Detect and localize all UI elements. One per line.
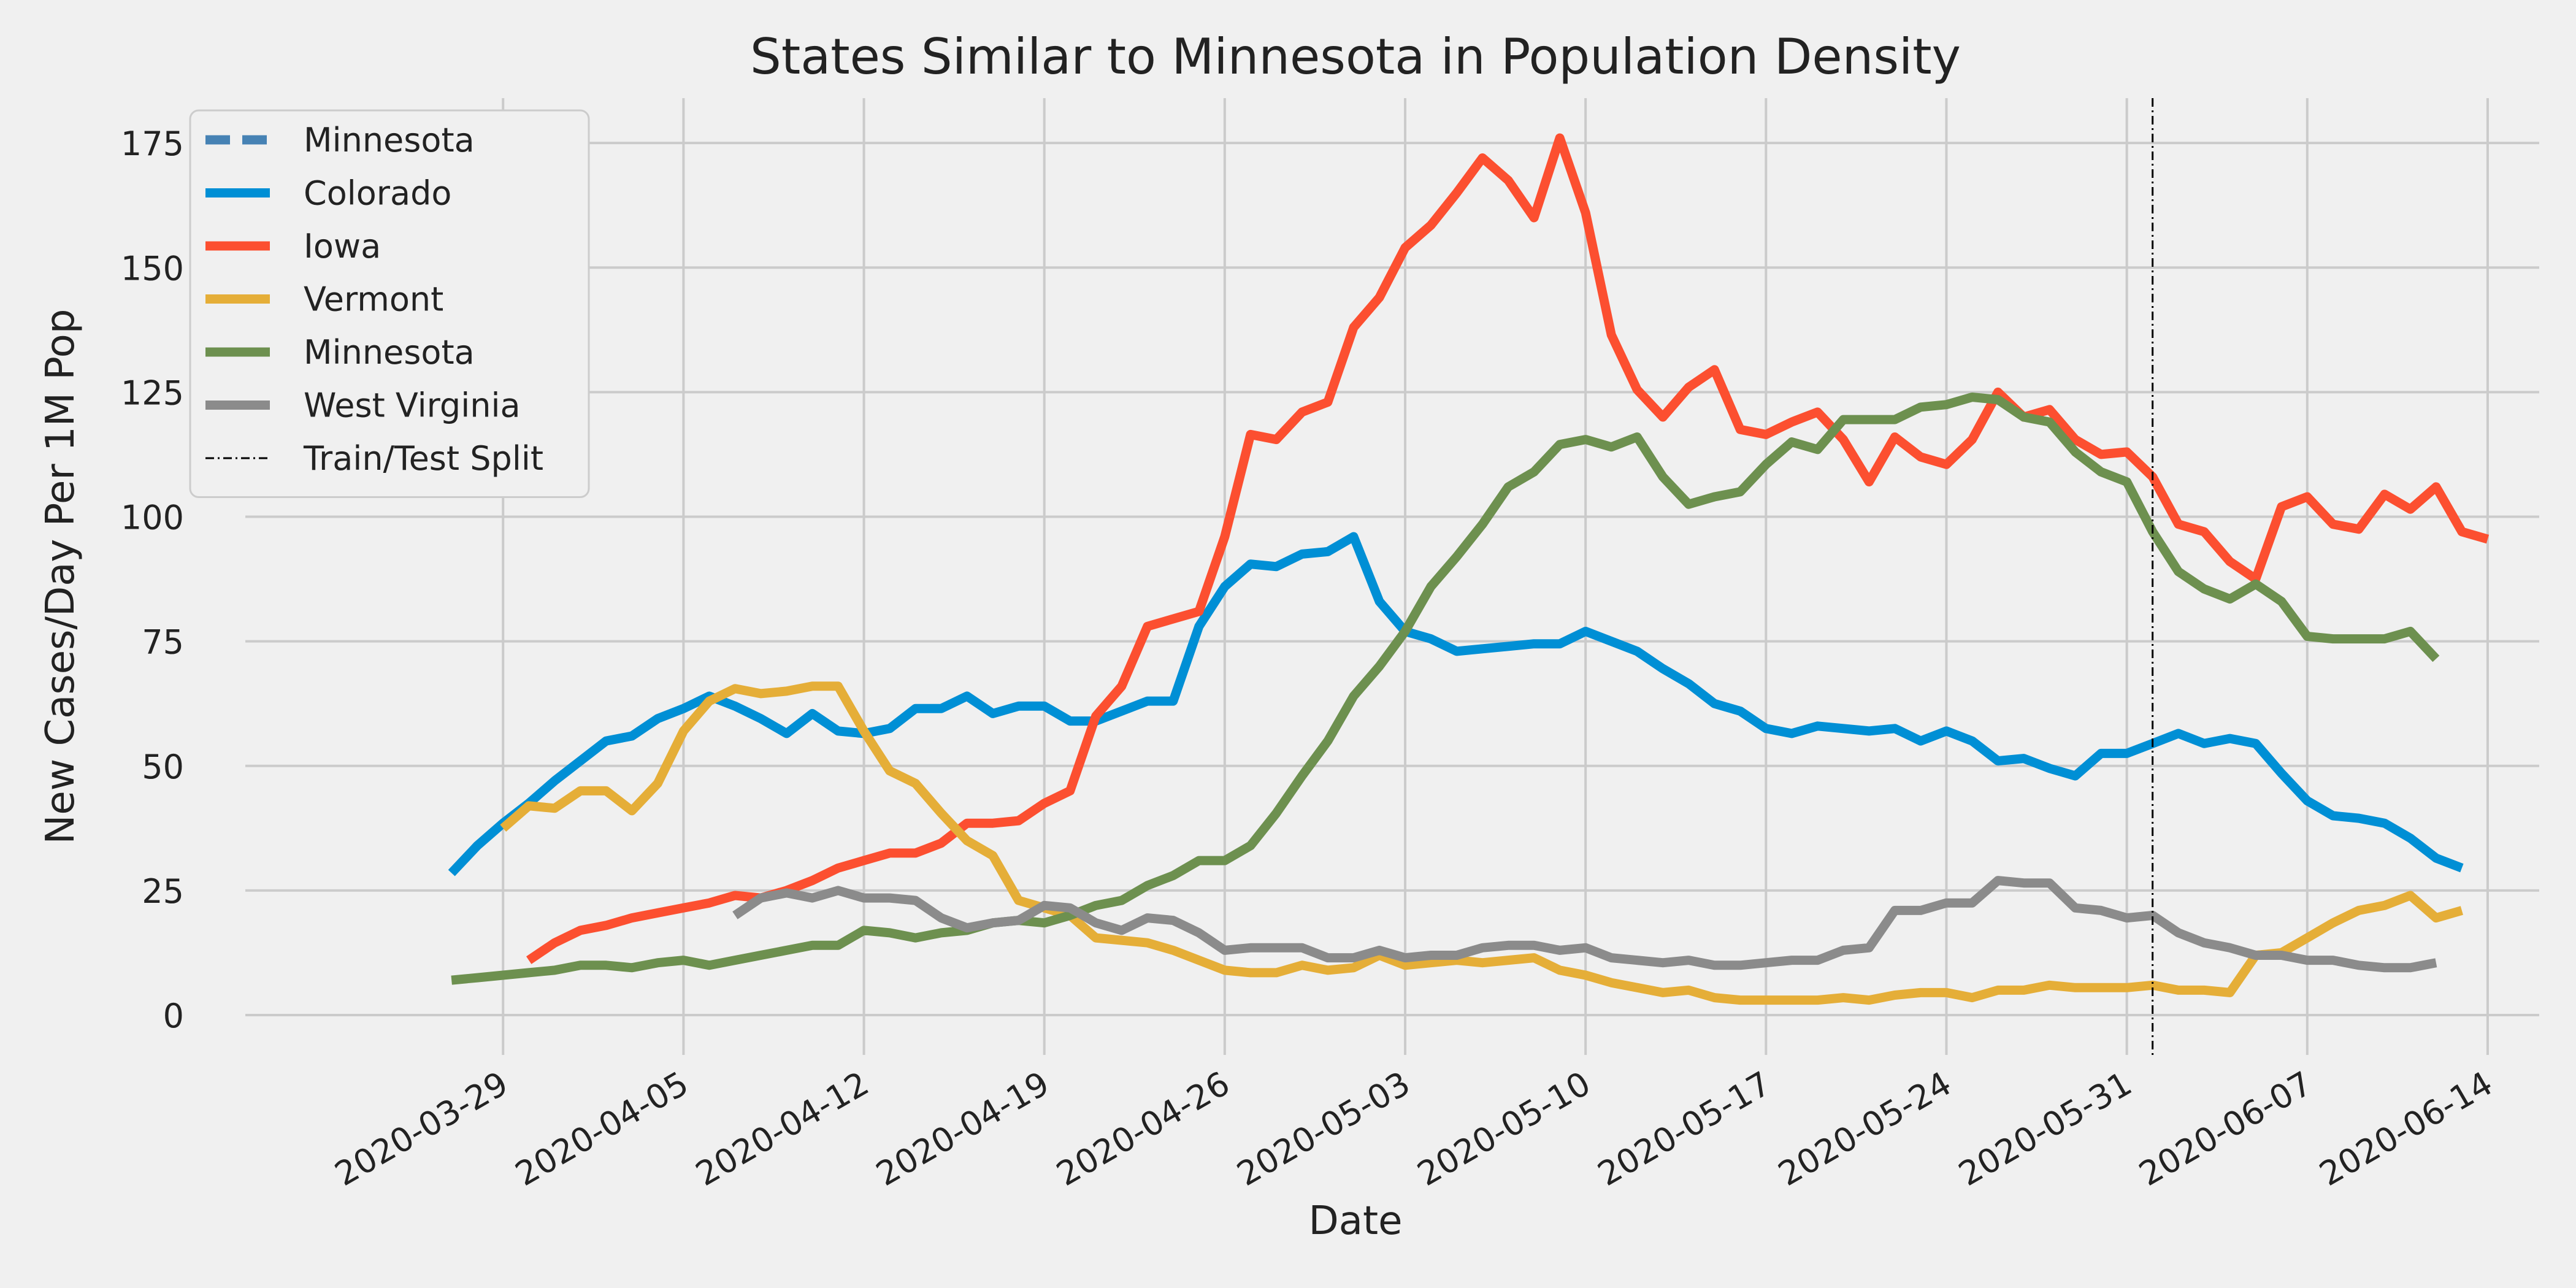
chart-title: States Similar to Minnesota in Populatio… — [750, 28, 1961, 85]
y-tick-label: 75 — [142, 623, 184, 662]
plot-area — [245, 98, 2539, 1055]
x-tick-label: 2020-04-19 — [870, 1064, 1056, 1194]
y-tick-label: 0 — [163, 997, 184, 1035]
series-line-3 — [500, 681, 2463, 1005]
x-tick-label: 2020-05-17 — [1592, 1064, 1777, 1194]
series-line-5 — [732, 876, 2437, 973]
legend-item-3-label: Vermont — [304, 280, 443, 319]
y-tick-label: 150 — [121, 249, 184, 288]
series-lines — [448, 133, 2490, 1005]
legend-item-5-label: West Virginia — [304, 386, 521, 425]
x-axis-label: Date — [1309, 1198, 1403, 1244]
x-tick-label: 2020-05-10 — [1411, 1064, 1597, 1194]
y-tick-label: 50 — [142, 748, 184, 786]
x-tick-label: 2020-05-03 — [1230, 1064, 1416, 1194]
x-tick-label: 2020-04-26 — [1050, 1064, 1236, 1194]
legend-item-0-label: Minnesota — [304, 121, 475, 159]
legend-item-4-label: Minnesota — [304, 333, 475, 372]
x-tick-label: 2020-05-24 — [1772, 1064, 1958, 1194]
legend-item-1-label: Colorado — [304, 174, 451, 213]
y-tick-label: 125 — [121, 374, 184, 412]
legend-item-2-label: Iowa — [304, 227, 381, 266]
y-tick-label: 25 — [142, 872, 184, 911]
legend-box — [189, 109, 590, 498]
y-tick-label: 100 — [121, 499, 184, 537]
legend-item-split-label: Train/Test Split — [303, 439, 543, 478]
x-tick-label: 2020-06-14 — [2313, 1064, 2499, 1194]
y-axis-label: New Cases/Day Per 1M Pop — [38, 309, 83, 845]
x-axis-ticks: 2020-03-292020-04-052020-04-122020-04-19… — [328, 1064, 2499, 1194]
legend: Minnesota Colorado Iowa Vermont Minnesota Wes… — [189, 109, 590, 498]
x-tick-label: 2020-04-12 — [689, 1064, 875, 1194]
x-tick-label: 2020-04-05 — [509, 1064, 695, 1194]
y-tick-label: 175 — [121, 125, 184, 163]
y-axis-ticks: 0 25 50 75 100 125 150 175 — [121, 125, 184, 1035]
series-line-4 — [451, 393, 2440, 985]
x-tick-label: 2020-06-07 — [2133, 1064, 2318, 1194]
x-tick-label: 2020-05-31 — [1952, 1064, 2138, 1194]
series-line-1 — [448, 532, 2464, 876]
series-line-2 — [526, 133, 2490, 964]
x-tick-label: 2020-03-29 — [328, 1064, 514, 1194]
